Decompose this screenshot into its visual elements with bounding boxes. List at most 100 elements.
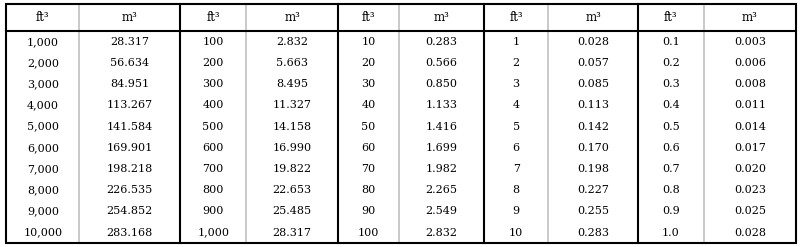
Text: 0.2: 0.2: [662, 58, 680, 68]
Text: 3,000: 3,000: [27, 79, 59, 89]
Text: 0.011: 0.011: [734, 101, 766, 110]
Text: 5,000: 5,000: [27, 122, 59, 132]
Text: 6,000: 6,000: [27, 143, 59, 153]
Text: 22.653: 22.653: [273, 185, 312, 195]
Text: 1.133: 1.133: [426, 101, 457, 110]
Text: 0.8: 0.8: [662, 185, 680, 195]
Text: 254.852: 254.852: [107, 206, 153, 216]
Text: 16.990: 16.990: [273, 143, 312, 153]
Text: 60: 60: [362, 143, 375, 153]
Text: 30: 30: [362, 79, 375, 89]
Text: 0.113: 0.113: [577, 101, 610, 110]
Text: 100: 100: [202, 37, 224, 47]
Text: 113.267: 113.267: [107, 101, 152, 110]
Text: 0.020: 0.020: [734, 164, 766, 174]
Text: 0.9: 0.9: [662, 206, 680, 216]
Text: 700: 700: [203, 164, 224, 174]
Text: 500: 500: [202, 122, 224, 132]
Text: 0.566: 0.566: [426, 58, 457, 68]
Text: 600: 600: [202, 143, 224, 153]
Text: 2.832: 2.832: [426, 228, 457, 238]
Text: 400: 400: [202, 101, 224, 110]
Text: 10: 10: [362, 37, 375, 47]
Text: ft³: ft³: [664, 11, 678, 24]
Text: 7,000: 7,000: [27, 164, 59, 174]
Text: 1,000: 1,000: [27, 37, 59, 47]
Text: 70: 70: [362, 164, 375, 174]
Text: 6: 6: [512, 143, 520, 153]
Text: m³: m³: [122, 11, 138, 24]
Text: 3: 3: [512, 79, 520, 89]
Text: 0.7: 0.7: [662, 164, 680, 174]
Text: 0.227: 0.227: [577, 185, 609, 195]
Text: 0.5: 0.5: [662, 122, 680, 132]
Text: 0.085: 0.085: [577, 79, 610, 89]
Text: m³: m³: [284, 11, 300, 24]
Text: 28.317: 28.317: [273, 228, 312, 238]
Text: 0.023: 0.023: [734, 185, 766, 195]
Text: 2: 2: [512, 58, 520, 68]
Text: 40: 40: [362, 101, 375, 110]
Text: 0.3: 0.3: [662, 79, 680, 89]
Text: 80: 80: [362, 185, 375, 195]
Text: 19.822: 19.822: [273, 164, 312, 174]
Text: m³: m³: [434, 11, 449, 24]
Text: 300: 300: [202, 79, 224, 89]
Text: 1: 1: [512, 37, 520, 47]
Text: ft³: ft³: [362, 11, 375, 24]
Text: 8.495: 8.495: [276, 79, 308, 89]
Text: 4: 4: [512, 101, 520, 110]
Text: 800: 800: [202, 185, 224, 195]
Text: 100: 100: [358, 228, 379, 238]
Text: 2.265: 2.265: [426, 185, 457, 195]
Text: 1.416: 1.416: [426, 122, 457, 132]
Text: 9,000: 9,000: [27, 206, 59, 216]
Text: 2.832: 2.832: [276, 37, 308, 47]
Text: 0.017: 0.017: [734, 143, 766, 153]
Text: 283.168: 283.168: [107, 228, 153, 238]
Text: 20: 20: [362, 58, 375, 68]
Text: 9: 9: [512, 206, 520, 216]
Text: 0.198: 0.198: [577, 164, 610, 174]
Text: 8: 8: [512, 185, 520, 195]
Text: 0.014: 0.014: [734, 122, 766, 132]
Text: ft³: ft³: [206, 11, 220, 24]
Text: 5: 5: [512, 122, 520, 132]
Text: 1.0: 1.0: [662, 228, 680, 238]
Text: 0.1: 0.1: [662, 37, 680, 47]
Text: m³: m³: [742, 11, 758, 24]
Text: 10: 10: [509, 228, 523, 238]
Text: 11.327: 11.327: [273, 101, 312, 110]
Text: 0.028: 0.028: [734, 228, 766, 238]
Text: 0.6: 0.6: [662, 143, 680, 153]
Text: 28.317: 28.317: [110, 37, 149, 47]
Text: 141.584: 141.584: [107, 122, 153, 132]
Text: 0.255: 0.255: [577, 206, 610, 216]
Text: ft³: ft³: [509, 11, 523, 24]
Text: 0.142: 0.142: [577, 122, 610, 132]
Text: 1.699: 1.699: [426, 143, 457, 153]
Text: 5.663: 5.663: [276, 58, 308, 68]
Text: 0.170: 0.170: [577, 143, 609, 153]
Text: 50: 50: [362, 122, 375, 132]
Text: 0.025: 0.025: [734, 206, 766, 216]
Text: 90: 90: [362, 206, 375, 216]
Text: 0.283: 0.283: [577, 228, 610, 238]
Text: 84.951: 84.951: [110, 79, 149, 89]
Text: 2.549: 2.549: [426, 206, 457, 216]
Text: 0.028: 0.028: [577, 37, 610, 47]
Text: 10,000: 10,000: [23, 228, 63, 238]
Text: 8,000: 8,000: [27, 185, 59, 195]
Text: 169.901: 169.901: [107, 143, 153, 153]
Text: 14.158: 14.158: [273, 122, 312, 132]
Text: 0.4: 0.4: [662, 101, 680, 110]
Text: 226.535: 226.535: [107, 185, 153, 195]
Text: 900: 900: [202, 206, 224, 216]
Text: 0.850: 0.850: [426, 79, 457, 89]
Text: 0.008: 0.008: [734, 79, 766, 89]
Text: 1,000: 1,000: [197, 228, 229, 238]
Text: 198.218: 198.218: [107, 164, 153, 174]
Text: 7: 7: [512, 164, 520, 174]
Text: 4,000: 4,000: [27, 101, 59, 110]
Text: 1.982: 1.982: [426, 164, 457, 174]
